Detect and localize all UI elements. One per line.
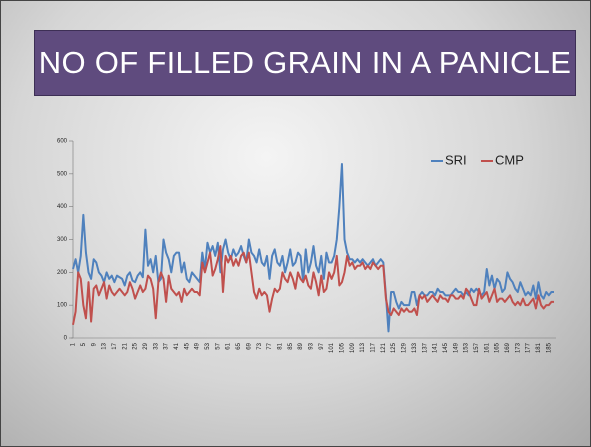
x-tick-label: 125 [391,342,397,353]
series-line [72,162,554,333]
y-tick-label: 400 [57,204,68,210]
x-tick-label: 157 [474,342,480,353]
x-tick-label: 129 [402,342,408,353]
x-tick-label: 45 [184,342,190,349]
y-tick-label: 0 [64,336,68,342]
x-tick-label: 57 [215,342,221,349]
x-tick-label: 69 [246,342,252,349]
x-tick-label: 17 [112,342,118,349]
x-tick-label: 169 [505,342,511,353]
x-tick-label: 85 [288,342,294,349]
x-tick-label: 81 [277,342,283,349]
y-tick-label: 200 [57,270,68,276]
x-tick-label: 53 [205,342,211,349]
y-tick-label: 300 [57,237,68,243]
x-tick-label: 93 [308,342,314,349]
x-tick-label: 29 [143,342,149,349]
x-tick-label: 185 [546,342,552,353]
x-tick-label: 181 [536,342,542,353]
x-tick-label: 1 [71,342,77,346]
x-tick-label: 141 [433,342,439,353]
x-tick-label: 149 [453,342,459,353]
x-tick-label: 77 [267,342,273,349]
x-tick-label: 25 [133,342,139,349]
x-tick-label: 49 [195,342,201,349]
x-tick-label: 117 [371,342,377,352]
series-line [72,245,554,326]
slide-title: NO OF FILLED GRAIN IN A PANICLE [38,45,572,80]
x-tick-label: 153 [464,342,470,353]
x-tick-label: 133 [412,342,418,353]
legend-label: CMP [495,152,524,167]
y-tick-label: 100 [57,303,68,309]
title-box: NO OF FILLED GRAIN IN A PANICLE [34,30,576,96]
x-tick-label: 113 [360,342,366,352]
x-tick-label: 13 [102,342,108,349]
x-tick-label: 9 [91,342,97,346]
x-tick-label: 121 [381,342,387,353]
legend-label: SRI [445,152,467,167]
x-tick-label: 21 [122,342,128,349]
x-tick-label: 33 [153,342,159,349]
x-tick-label: 177 [526,342,532,353]
x-tick-label: 65 [236,342,242,349]
x-tick-label: 89 [298,342,304,349]
x-tick-label: 145 [443,342,449,353]
x-tick-label: 5 [81,342,87,346]
x-tick-label: 73 [257,342,263,349]
x-tick-label: 105 [340,342,346,353]
x-tick-label: 101 [329,342,335,353]
y-tick-label: 600 [57,139,68,145]
x-tick-label: 97 [319,342,325,349]
x-tick-label: 41 [174,342,180,349]
x-tick-label: 161 [484,342,490,353]
x-tick-label: 137 [422,342,428,353]
x-tick-label: 165 [495,342,501,353]
y-tick-label: 500 [57,171,68,177]
x-tick-label: 109 [350,342,356,353]
x-tick-label: 173 [515,342,521,353]
x-tick-label: 37 [164,342,170,349]
x-tick-label: 61 [226,342,232,349]
